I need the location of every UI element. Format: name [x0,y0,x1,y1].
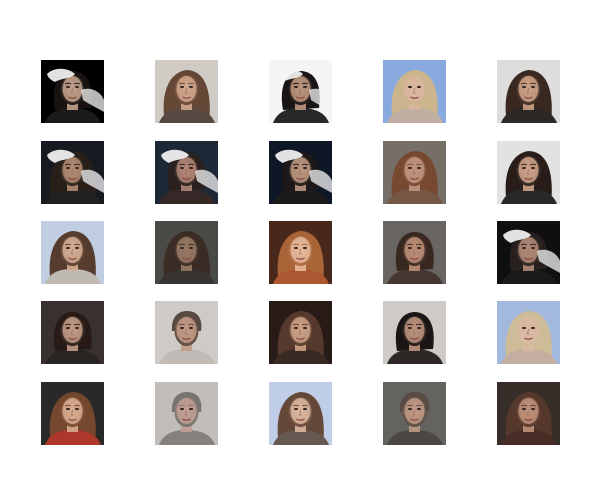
face-sample-image [497,301,560,364]
face-portrait [497,382,560,445]
face-sample-image [155,382,218,445]
face-portrait [383,382,446,445]
face-sample-image [41,382,104,445]
face-portrait [269,382,332,445]
face-portrait [383,301,446,364]
face-portrait [41,60,104,123]
face-portrait [497,221,560,284]
face-sample-image [269,221,332,284]
face-sample-image [269,382,332,445]
face-portrait [41,141,104,204]
face-sample-image [155,141,218,204]
face-sample-image [497,60,560,123]
face-portrait [155,141,218,204]
face-portrait [383,141,446,204]
face-sample-image [269,141,332,204]
face-portrait [155,60,218,123]
face-sample-image [383,382,446,445]
face-portrait [269,221,332,284]
face-portrait [269,60,332,123]
face-sample-image [41,301,104,364]
face-sample-image [383,60,446,123]
face-sample-image [269,60,332,123]
face-portrait [497,60,560,123]
face-portrait [269,141,332,204]
face-portrait [155,221,218,284]
face-sample-image [383,301,446,364]
face-sample-image [497,382,560,445]
face-portrait [41,301,104,364]
face-sample-image [41,221,104,284]
face-sample-image [41,60,104,123]
face-sample-image [155,60,218,123]
face-sample-image [383,141,446,204]
face-portrait [383,221,446,284]
face-portrait [383,60,446,123]
face-sample-image [497,141,560,204]
face-sample-image [41,141,104,204]
face-sample-image [383,221,446,284]
face-portrait [497,301,560,364]
face-portrait [497,141,560,204]
face-portrait [269,301,332,364]
face-sample-image [155,301,218,364]
face-sample-image [497,221,560,284]
face-portrait [41,382,104,445]
face-sample-image [269,301,332,364]
face-sample-image [155,221,218,284]
face-portrait [41,221,104,284]
face-portrait [155,301,218,364]
face-portrait [155,382,218,445]
